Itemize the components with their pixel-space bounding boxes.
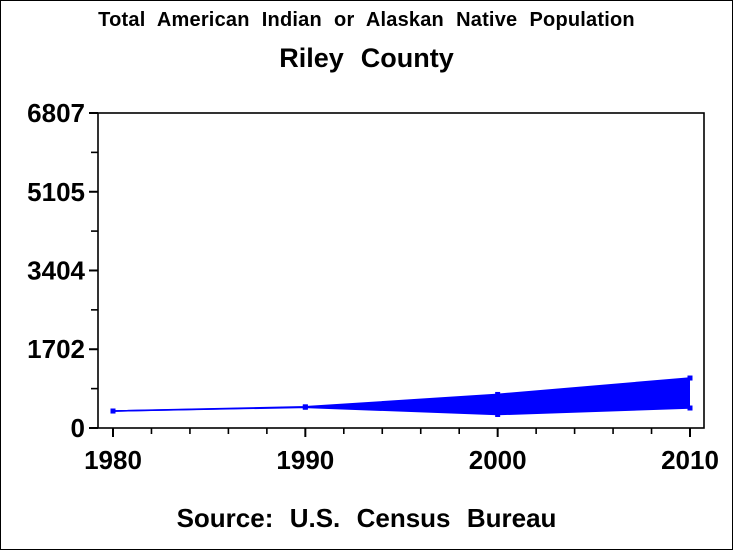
series-line-lower-bound [112, 406, 691, 416]
data-marker-upper-bound-2010 [687, 375, 693, 381]
data-marker-lower-bound-1990 [302, 404, 308, 410]
x-tick-label: 2010 [661, 445, 719, 475]
x-tick-label: 1990 [276, 445, 334, 475]
data-marker-lower-bound-2000 [495, 411, 501, 417]
chart-subtitle: Riley County [279, 43, 454, 73]
data-marker-lower-bound-2010 [687, 405, 693, 411]
x-tick-label: 1980 [84, 445, 142, 475]
y-tick-label: 0 [71, 413, 85, 443]
x-tick-label: 2000 [469, 445, 527, 475]
y-tick-label: 1702 [27, 334, 85, 364]
y-tick-label: 6807 [27, 98, 85, 128]
data-marker-upper-bound-2000 [495, 391, 501, 397]
y-tick-label: 3404 [27, 255, 85, 285]
data-marker-lower-bound-1980 [110, 408, 116, 414]
chart-title: Total American Indian or Alaskan Native … [98, 9, 635, 31]
plot-frame [97, 112, 705, 429]
source-caption: Source: U.S. Census Bureau [176, 503, 557, 533]
y-tick-label: 5105 [27, 177, 85, 207]
data-band [113, 378, 690, 415]
